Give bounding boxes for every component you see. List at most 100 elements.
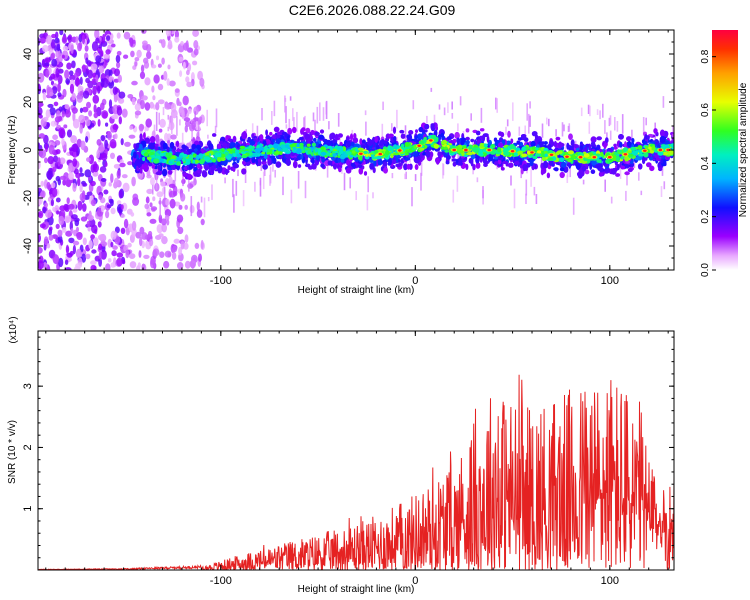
spectrogram-streak	[470, 113, 472, 121]
spectrogram-noise-cell	[46, 170, 53, 180]
spectrogram-noise-cell	[167, 39, 173, 50]
spectrogram-ridge-cell	[160, 152, 165, 157]
spectrogram-noise-cell	[120, 138, 124, 146]
spectrogram-noise-cell	[47, 156, 55, 165]
spectrogram-noise-cell	[57, 229, 63, 237]
spectrogram-band-cell	[154, 143, 159, 147]
spectrogram-band-cell	[393, 135, 397, 143]
spectrogram-band-cell	[263, 154, 268, 159]
spectrogram-streak	[457, 123, 459, 132]
spectrogram-peak	[530, 151, 534, 154]
spectrogram-noise-cell	[146, 188, 154, 195]
spectrogram-noise-cell	[38, 72, 45, 83]
spectrogram-noise-cell	[69, 74, 76, 81]
spectrogram-band-cell	[275, 161, 282, 168]
spectrogram-noise-cell	[81, 64, 86, 73]
spectrogram-streak	[328, 121, 330, 130]
spectrogram-peak	[549, 153, 554, 156]
spectrogram-noise-cell	[55, 197, 61, 203]
spectrogram-band-cell	[470, 159, 474, 167]
spectrogram-band-cell	[425, 150, 431, 158]
spectrogram-noise-cell	[164, 209, 172, 217]
spectrogram-noise-cell	[110, 152, 115, 159]
spectrogram-streak	[404, 173, 406, 180]
spectrogram-noise-cell	[86, 191, 93, 196]
spectrogram-streak	[411, 187, 413, 207]
spectrogram-noise-cell	[72, 182, 77, 192]
spectrogram-band-cell	[149, 136, 156, 143]
spectrogram-band-cell	[465, 163, 469, 170]
spectrogram-ridge-cell	[531, 146, 537, 151]
spectrogram-band-cell	[350, 162, 356, 167]
spectrogram-ridge-cell	[583, 158, 588, 162]
spectrogram-noise-cell	[145, 118, 152, 128]
spectrogram-band-cell	[493, 137, 498, 142]
spectrogram-noise-cell	[138, 123, 144, 132]
spectrogram-noise-cell	[62, 45, 69, 52]
spectrogram-band-cell	[479, 128, 485, 132]
spectrogram-ridge-cell	[479, 142, 484, 148]
spectrogram-ridge-cell	[261, 151, 266, 155]
spectrogram-band-cell	[369, 163, 375, 170]
spectrogram-noise-cell	[200, 239, 204, 250]
spectrogram-ridge-cell	[332, 153, 337, 158]
spectrogram-noise-cell	[81, 190, 86, 199]
spectrogram-noise-cell	[58, 127, 65, 136]
spectrogram-noise-cell	[86, 157, 91, 163]
spectrogram-noise-cell	[100, 40, 108, 47]
spectrogram-streak	[297, 171, 300, 189]
spectrogram-band-cell	[465, 140, 470, 145]
spectrogram-xtick-label: -100	[210, 275, 232, 287]
spectrogram-band-cell	[559, 171, 565, 179]
spectrogram-noise-cell	[134, 61, 138, 67]
spectrogram-noise-cell	[68, 237, 75, 244]
spectrogram-noise-cell	[61, 35, 68, 44]
spectrogram-streak	[224, 177, 226, 184]
colorbar-label: Normalized spectral amplitude	[738, 82, 749, 217]
spectrogram-noise-cell	[131, 176, 136, 187]
spectrogram-band-cell	[566, 142, 570, 150]
spectrogram-band-cell	[175, 151, 180, 155]
spectrogram-streak	[513, 188, 516, 209]
spectrogram-band-cell	[266, 139, 271, 145]
spectrogram-noise-cell	[139, 99, 145, 110]
spectrogram-band-cell	[175, 140, 180, 147]
spectrogram-streak	[599, 110, 601, 120]
spectrogram-band-cell	[605, 137, 609, 144]
spectrogram-band-cell	[162, 142, 167, 150]
spectrogram-streak	[391, 173, 394, 179]
spectrogram-ridge-cell	[613, 152, 619, 155]
spectrogram-noise-cell	[188, 108, 192, 114]
spectrogram-band-cell	[417, 133, 423, 140]
spectrogram-band-cell	[374, 136, 378, 143]
spectrogram-noise-cell	[129, 125, 134, 130]
spectrogram-ridge-cell	[635, 150, 639, 154]
spectrogram-streak	[529, 115, 531, 127]
spectrogram-noise-cell	[65, 244, 69, 254]
spectrogram-noise-cell	[96, 149, 100, 159]
spectrogram-ridge-cell	[567, 150, 574, 155]
spectrogram-streak	[207, 134, 209, 139]
spectrogram-band-cell	[424, 123, 430, 130]
spectrogram-noise-cell	[152, 248, 160, 257]
spectrogram-streak	[459, 96, 462, 106]
spectrogram-noise-cell	[160, 181, 166, 187]
spectrogram-ylabel: Frequency (Hz)	[7, 116, 18, 185]
spectrogram-ridge-cell	[327, 145, 333, 149]
spectrogram-ridge-cell	[235, 149, 240, 155]
spectrogram-noise-cell	[61, 226, 67, 233]
spectrogram-noise-cell	[78, 114, 86, 124]
spectrogram-noise-cell	[106, 35, 111, 41]
spectrogram-noise-cell	[143, 254, 150, 259]
spectrogram-ridge-cell	[300, 145, 304, 149]
spectrogram-noise-cell	[48, 144, 55, 155]
spectrogram-noise-cell	[68, 172, 75, 181]
spectrogram-noise-cell	[124, 141, 131, 147]
spectrogram-band-cell	[337, 133, 343, 138]
spectrogram-noise-cell	[179, 70, 183, 77]
spectrogram-band-cell	[271, 134, 277, 140]
spectrogram-band-cell	[655, 157, 662, 162]
spectrogram-noise-cell	[64, 259, 69, 266]
spectrogram-noise-cell	[110, 262, 116, 268]
spectrogram-noise-cell	[118, 91, 126, 99]
